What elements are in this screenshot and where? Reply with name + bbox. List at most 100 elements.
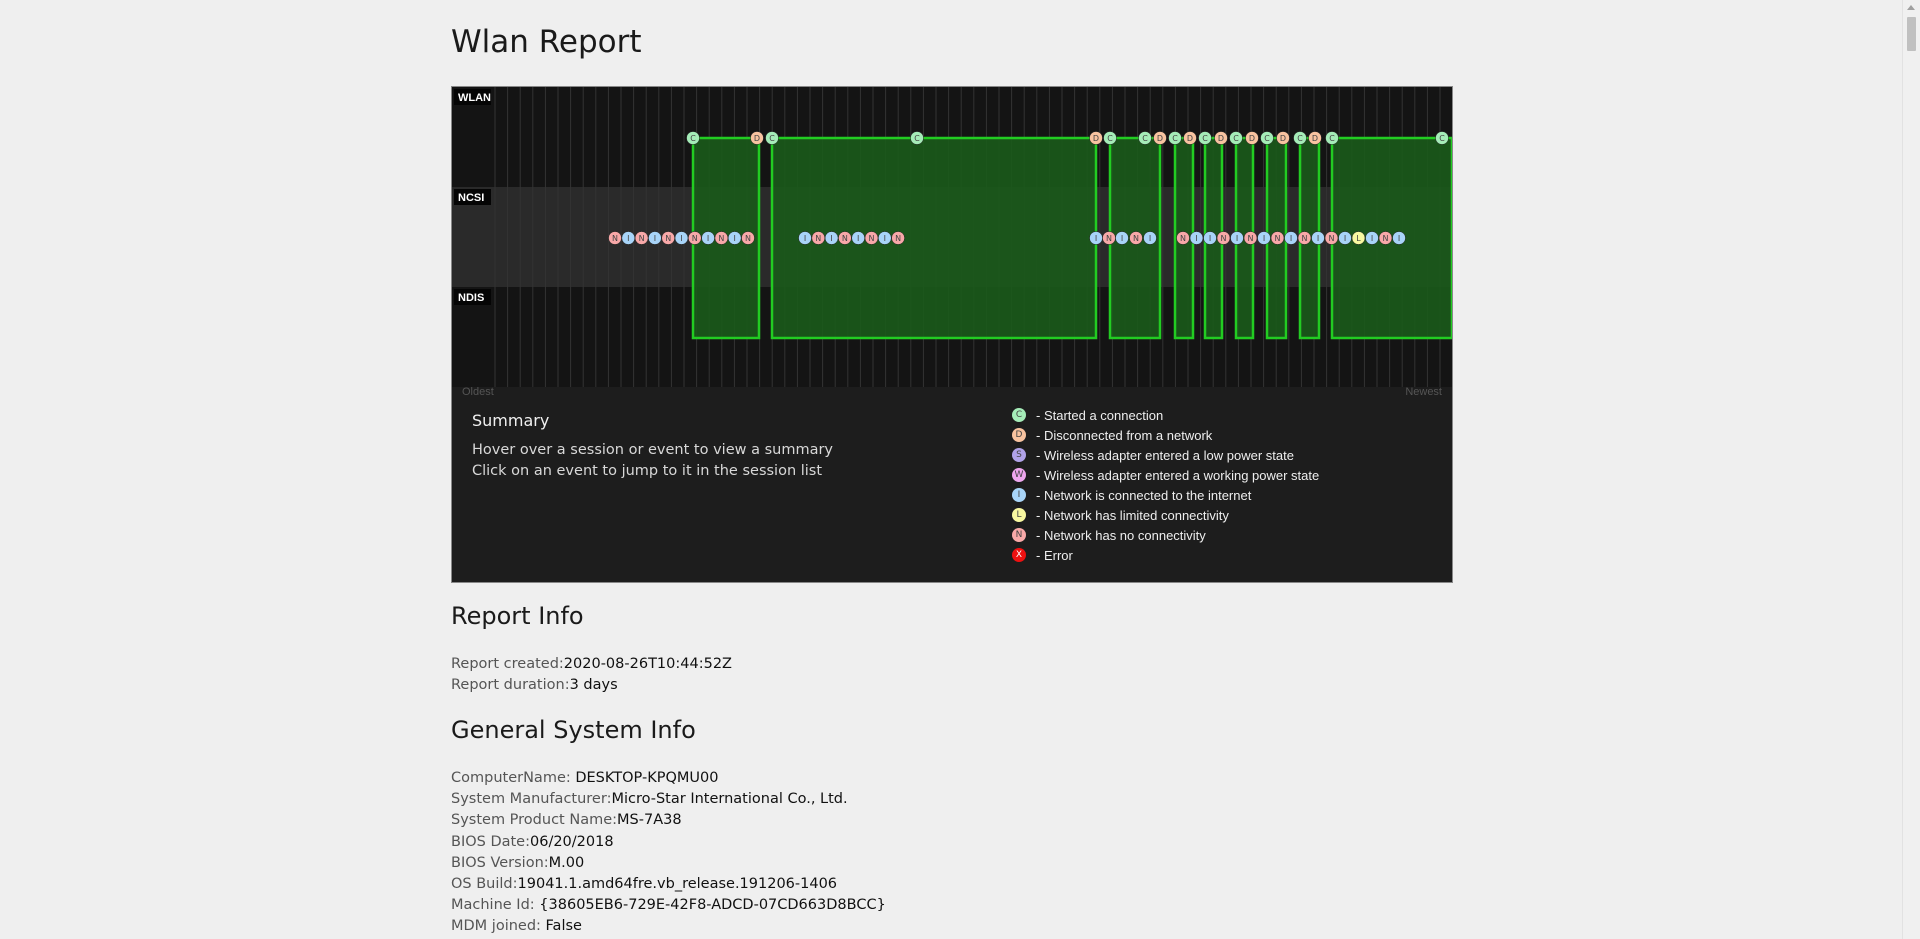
ncsi-event-badge[interactable]: I: [1143, 231, 1157, 245]
event-circle[interactable]: [1284, 231, 1298, 245]
event-circle[interactable]: [1189, 231, 1204, 245]
ncsi-event-badge[interactable]: I: [1392, 231, 1406, 245]
event-circle[interactable]: [1378, 231, 1393, 245]
ncsi-event-badge[interactable]: N: [1324, 231, 1339, 245]
event-circle[interactable]: [1168, 131, 1182, 145]
event-circle[interactable]: [851, 231, 865, 245]
event-circle[interactable]: [1311, 231, 1325, 245]
ncsi-event-badge[interactable]: N: [1102, 231, 1116, 245]
ncsi-event-badge[interactable]: N: [608, 231, 622, 245]
wlan-event-badge[interactable]: C: [1325, 131, 1339, 145]
ncsi-event-badge[interactable]: N: [1129, 231, 1143, 245]
event-circle[interactable]: [1203, 231, 1217, 245]
wlan-event-badge[interactable]: C: [765, 131, 779, 145]
event-circle[interactable]: [798, 231, 812, 245]
event-circle[interactable]: [765, 131, 779, 145]
wlan-event-badge[interactable]: D: [1183, 131, 1197, 145]
event-circle[interactable]: [838, 231, 852, 245]
ncsi-event-badge[interactable]: N: [741, 231, 755, 245]
event-circle[interactable]: [1183, 131, 1197, 145]
ncsi-event-badge[interactable]: I: [727, 231, 742, 245]
wlan-event-badge[interactable]: C: [1435, 131, 1449, 145]
event-circle[interactable]: [1176, 231, 1190, 245]
event-circle[interactable]: [686, 131, 700, 145]
event-circle[interactable]: [1103, 131, 1117, 145]
ncsi-event-badge[interactable]: N: [838, 231, 852, 245]
event-circle[interactable]: [1325, 131, 1339, 145]
event-circle[interactable]: [1089, 131, 1103, 145]
wlan-event-badge[interactable]: D: [750, 131, 764, 145]
event-circle[interactable]: [714, 231, 729, 245]
wlan-event-badge[interactable]: C: [1260, 131, 1274, 145]
ncsi-event-badge[interactable]: N: [811, 231, 826, 245]
event-circle[interactable]: [1243, 231, 1258, 245]
wlan-event-badge[interactable]: C: [1293, 131, 1307, 145]
ncsi-event-badge[interactable]: N: [688, 231, 702, 245]
ncsi-event-badge[interactable]: N: [1243, 231, 1258, 245]
ncsi-event-badge[interactable]: N: [1216, 231, 1231, 245]
event-circle[interactable]: [878, 231, 892, 245]
event-circle[interactable]: [1276, 131, 1290, 145]
event-circle[interactable]: [701, 231, 715, 245]
event-circle[interactable]: [1293, 131, 1307, 145]
ncsi-event-badge[interactable]: I: [878, 231, 892, 245]
event-circle[interactable]: [1198, 131, 1212, 145]
event-circle[interactable]: [1245, 131, 1259, 145]
wlan-event-badge[interactable]: D: [1089, 131, 1103, 145]
wlan-event-badge[interactable]: C: [686, 131, 700, 145]
ncsi-event-badge[interactable]: N: [864, 231, 879, 245]
ncsi-event-badge[interactable]: I: [621, 231, 636, 245]
event-circle[interactable]: [1392, 231, 1406, 245]
ncsi-event-badge[interactable]: I: [1115, 231, 1129, 245]
wlan-event-badge[interactable]: D: [1214, 131, 1228, 145]
event-circle[interactable]: [648, 231, 662, 245]
wlan-event-badge[interactable]: C: [1138, 131, 1152, 145]
wlan-event-badge[interactable]: C: [910, 131, 924, 145]
event-circle[interactable]: [1153, 131, 1167, 145]
ncsi-event-badge[interactable]: I: [701, 231, 715, 245]
ncsi-event-badge[interactable]: I: [851, 231, 865, 245]
event-circle[interactable]: [1338, 231, 1352, 245]
event-circle[interactable]: [1115, 231, 1129, 245]
ncsi-event-badge[interactable]: I: [674, 231, 689, 245]
event-circle[interactable]: [1129, 231, 1143, 245]
ncsi-event-badge[interactable]: I: [1284, 231, 1298, 245]
event-circle[interactable]: [1324, 231, 1339, 245]
event-circle[interactable]: [1257, 231, 1271, 245]
event-circle[interactable]: [910, 131, 924, 145]
event-circle[interactable]: [674, 231, 689, 245]
event-circle[interactable]: [864, 231, 879, 245]
scrollbar-thumb[interactable]: [1907, 17, 1916, 51]
event-circle[interactable]: [750, 131, 764, 145]
ncsi-event-badge[interactable]: L: [1351, 231, 1366, 245]
wlan-event-badge[interactable]: D: [1153, 131, 1167, 145]
event-circle[interactable]: [1297, 231, 1312, 245]
ncsi-event-badge[interactable]: I: [1230, 231, 1244, 245]
ncsi-event-badge[interactable]: N: [714, 231, 729, 245]
event-circle[interactable]: [824, 231, 839, 245]
event-circle[interactable]: [1230, 231, 1244, 245]
scroll-up-arrow-icon[interactable]: [1907, 5, 1915, 10]
ncsi-event-badge[interactable]: N: [1270, 231, 1285, 245]
event-circle[interactable]: [688, 231, 702, 245]
ncsi-event-badge[interactable]: I: [1203, 231, 1217, 245]
event-circle[interactable]: [1351, 231, 1366, 245]
ncsi-event-badge[interactable]: N: [1378, 231, 1393, 245]
event-circle[interactable]: [608, 231, 622, 245]
ncsi-event-badge[interactable]: I: [1089, 231, 1103, 245]
event-circle[interactable]: [1308, 131, 1322, 145]
ncsi-event-badge[interactable]: I: [1311, 231, 1325, 245]
ncsi-event-badge[interactable]: I: [648, 231, 662, 245]
ncsi-event-badge[interactable]: N: [1176, 231, 1190, 245]
ncsi-event-badge[interactable]: I: [1257, 231, 1271, 245]
wlan-event-badge[interactable]: D: [1308, 131, 1322, 145]
ncsi-event-badge[interactable]: N: [891, 231, 905, 245]
event-circle[interactable]: [891, 231, 905, 245]
ncsi-event-badge[interactable]: I: [1189, 231, 1204, 245]
event-circle[interactable]: [1138, 131, 1152, 145]
wlan-event-badge[interactable]: C: [1198, 131, 1212, 145]
ncsi-event-badge[interactable]: I: [1365, 231, 1379, 245]
event-circle[interactable]: [1365, 231, 1379, 245]
